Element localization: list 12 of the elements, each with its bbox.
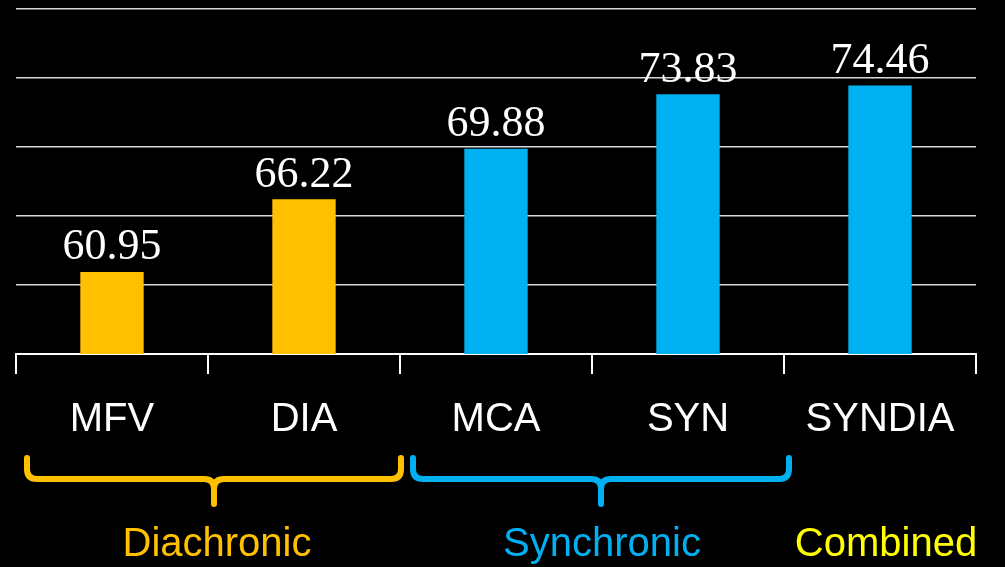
text: Diachronic: [122, 519, 312, 566]
x-tick-label: DIA: [270, 395, 338, 440]
x-tick-label: MFV: [69, 395, 155, 440]
text: Synchronic: [503, 519, 701, 566]
data-label: 69.88: [446, 97, 546, 147]
x-tick-label: SYN: [646, 395, 730, 440]
x-tick-label: MCA: [451, 395, 541, 440]
data-label: 66.22: [254, 147, 354, 197]
data-label: 74.46: [830, 34, 930, 84]
data-label: 60.95: [62, 220, 162, 270]
text: Combined: [794, 519, 978, 566]
x-tick-label: SYNDIA: [805, 395, 955, 440]
